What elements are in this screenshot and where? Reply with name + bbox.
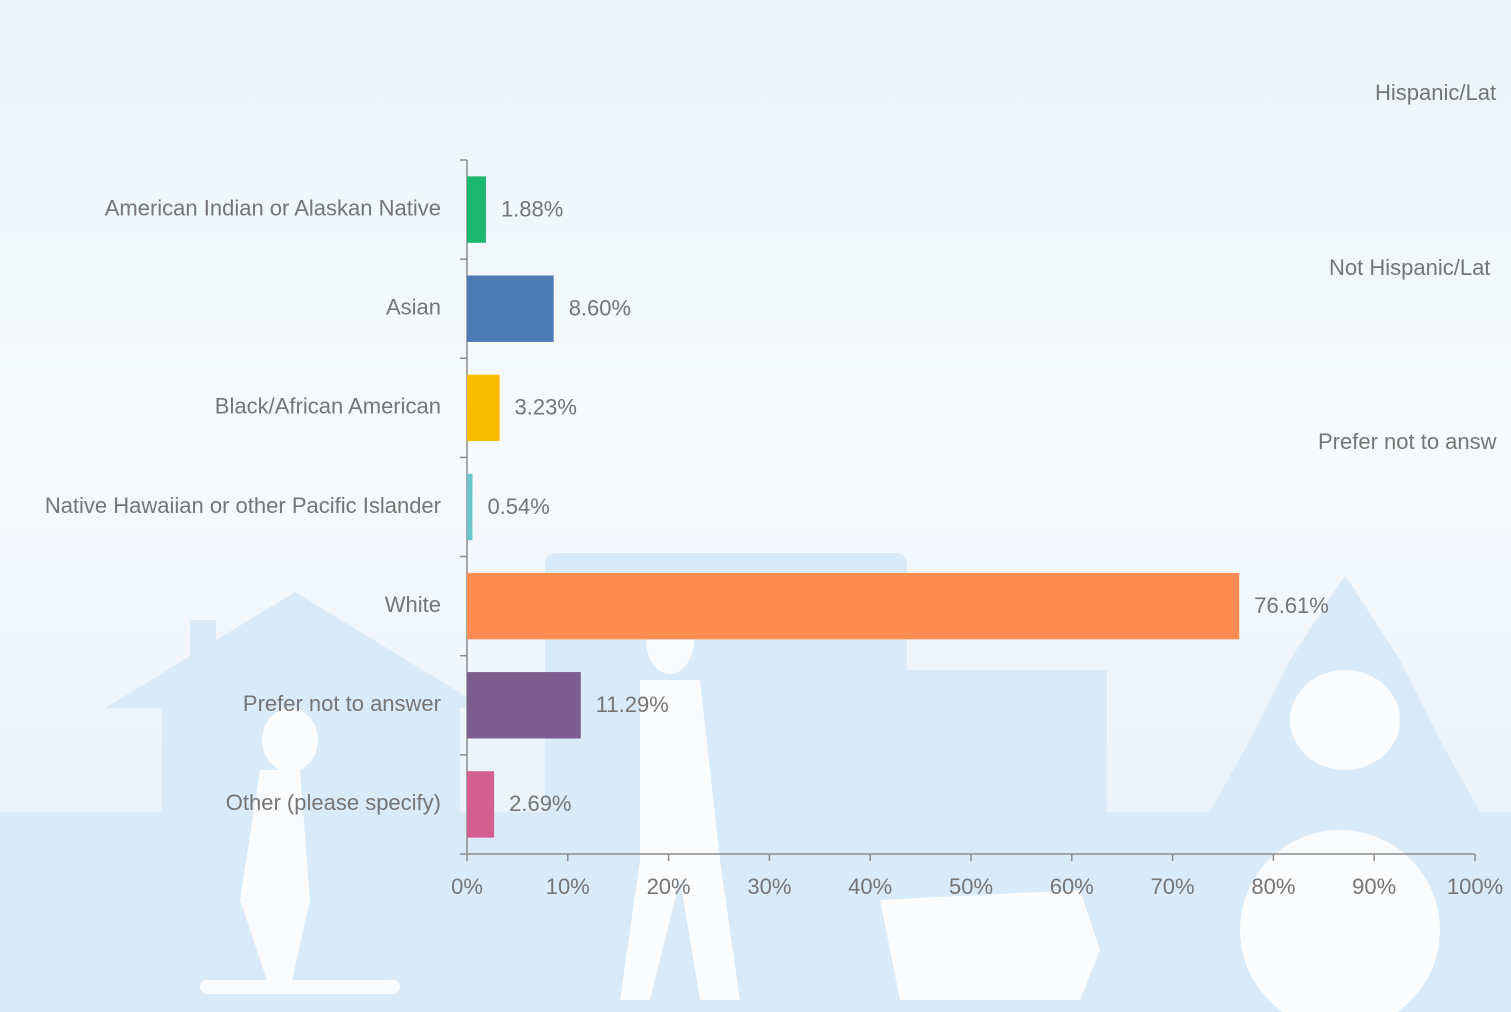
- x-tick-label: 100%: [1447, 874, 1503, 899]
- x-tick-label: 60%: [1050, 874, 1094, 899]
- data-label: 2.69%: [509, 791, 571, 816]
- side-label: Not Hispanic/Lat: [1329, 255, 1490, 280]
- x-tick-label: 30%: [747, 874, 791, 899]
- bar: [467, 771, 495, 838]
- bar: [467, 572, 1240, 640]
- data-label: 76.61%: [1254, 593, 1329, 618]
- y-tick-label: Native Hawaiian or other Pacific Islande…: [45, 493, 441, 518]
- data-label: 3.23%: [515, 395, 577, 420]
- data-label: 1.88%: [501, 196, 563, 221]
- x-tick-label: 90%: [1352, 874, 1396, 899]
- side-label: Hispanic/Lat: [1375, 80, 1496, 105]
- bar: [467, 374, 500, 442]
- x-tick-label: 0%: [451, 874, 483, 899]
- x-tick-label: 50%: [949, 874, 993, 899]
- x-tick-label: 20%: [647, 874, 691, 899]
- data-label: 8.60%: [569, 296, 631, 321]
- x-tick-label: 80%: [1251, 874, 1295, 899]
- data-label: 0.54%: [487, 494, 549, 519]
- y-tick-label: Asian: [386, 295, 441, 320]
- background-figures: [200, 606, 1440, 1012]
- bar: [467, 275, 554, 342]
- y-tick-label: Prefer not to answer: [243, 691, 441, 716]
- data-label: 11.29%: [596, 692, 669, 717]
- bar: [467, 473, 473, 541]
- y-tick-label: Black/African American: [215, 394, 441, 419]
- side-label: Prefer not to answ: [1318, 429, 1497, 454]
- y-tick-label: Other (please specify): [226, 790, 441, 815]
- y-tick-label: White: [385, 592, 441, 617]
- bar: [467, 672, 581, 739]
- x-tick-label: 70%: [1151, 874, 1195, 899]
- x-tick-label: 40%: [848, 874, 892, 899]
- x-tick-label: 10%: [546, 874, 590, 899]
- y-tick-label: American Indian or Alaskan Native: [105, 195, 441, 220]
- bar: [467, 176, 486, 243]
